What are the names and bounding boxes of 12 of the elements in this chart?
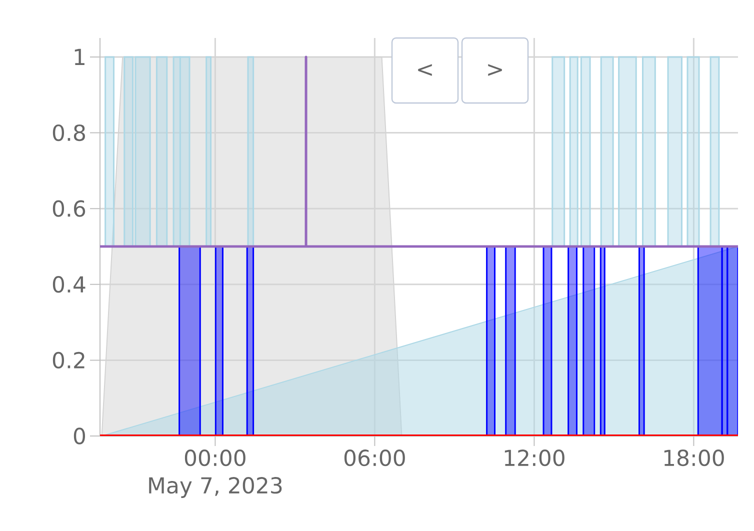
- annotation: <: [418, 64, 432, 76]
- x-tick-label: 18:00: [664, 450, 724, 466]
- x-tick-label: 00:00 May 7, 2023: [149, 450, 282, 498]
- y-tick-label: 0.2: [52, 352, 84, 369]
- y-tick-label: 1: [74, 48, 84, 65]
- x-tick-label: 12:00: [504, 450, 564, 466]
- annotation: >: [488, 64, 502, 76]
- y-tick-label: 0: [74, 428, 86, 444]
- y-tick-label: 0.4: [52, 276, 86, 293]
- y-tick-label: 0.8: [52, 124, 85, 142]
- y-tick-label: 0.6: [52, 200, 86, 217]
- x-tick-label: 06:00: [344, 450, 405, 466]
